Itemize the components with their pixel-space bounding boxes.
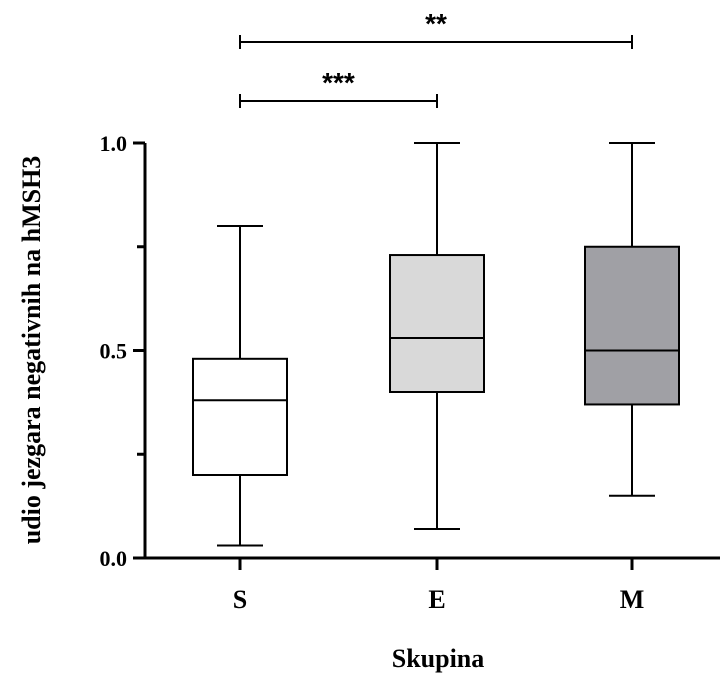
y-tick-label: 0.0 <box>100 546 128 571</box>
boxes <box>192 142 680 547</box>
y-tick-label: 0.5 <box>100 339 128 364</box>
x-axis-title: Skupina <box>392 644 485 673</box>
x-tick-label: S <box>233 585 247 614</box>
significance-bracket: *** <box>239 67 438 108</box>
box-S <box>192 225 288 547</box>
significance-label: *** <box>322 67 355 98</box>
iqr-box <box>192 357 288 476</box>
y-tick-label: 1.0 <box>100 131 128 156</box>
significance-brackets: ***** <box>239 8 633 108</box>
iqr-box <box>584 245 680 406</box>
significance-bracket: ** <box>239 8 633 49</box>
box-M <box>584 142 680 497</box>
y-axis-title: udio jezgara negativnih na hMSH3 <box>17 156 46 545</box>
significance-label: ** <box>425 8 447 39</box>
iqr-box <box>389 254 485 393</box>
axes: 0.0 0.5 1.0 S E M <box>100 131 720 614</box>
x-tick-label: M <box>620 585 645 614</box>
x-tick-label: E <box>428 585 445 614</box>
box-E <box>389 142 485 530</box>
